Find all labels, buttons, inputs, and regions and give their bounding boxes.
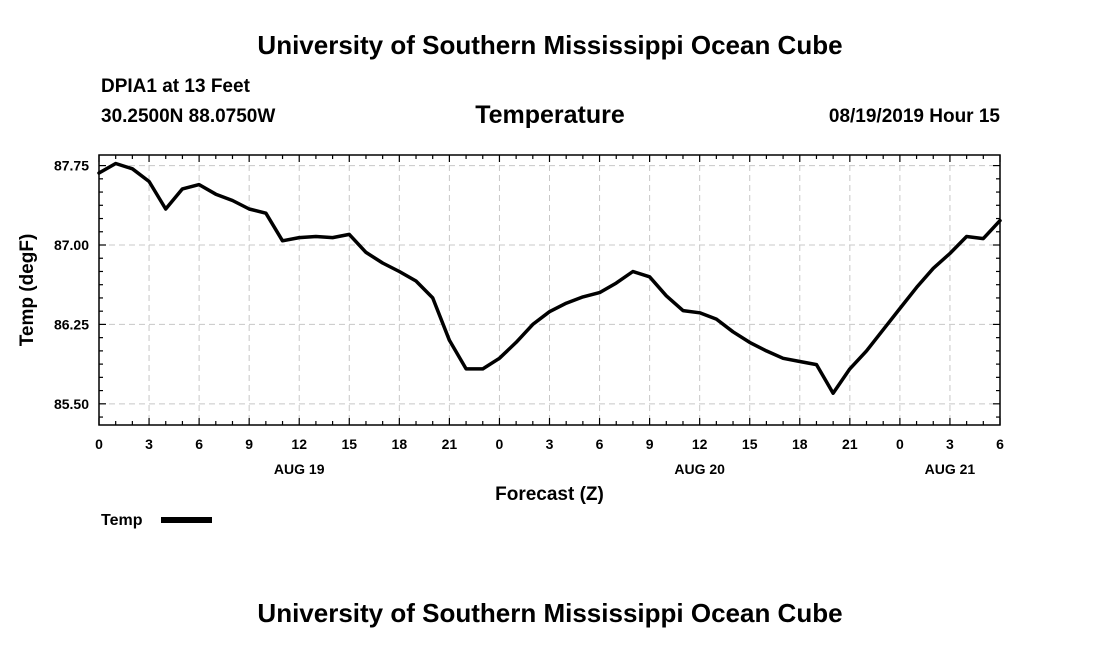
x-tick-label: 3	[546, 436, 554, 452]
x-axis-title: Forecast (Z)	[495, 484, 604, 505]
tick-labels: 0 3 6 9 12 15 18 21 0 3 6 9 12 15 18 21 0 3 6 AUG 19 AUG 20 A…	[54, 158, 1004, 477]
series-line-temp	[97, 161, 1002, 395]
grid-lines	[99, 155, 1000, 425]
legend: Temp	[101, 512, 212, 529]
x-tick-label: 6	[596, 436, 604, 452]
x-tick-label: 18	[792, 436, 808, 452]
x-tick-label: 15	[742, 436, 758, 452]
chart-title-bottom: University of Southern Mississippi Ocean…	[257, 598, 843, 628]
date-label: AUG 20	[674, 461, 725, 477]
parameter-title: Temperature	[475, 101, 625, 129]
x-tick-label: 0	[496, 436, 504, 452]
series-layer	[97, 161, 1002, 395]
x-tick-label: 0	[896, 436, 904, 452]
date-label: AUG 21	[925, 461, 976, 477]
axis-ticks	[98, 155, 1001, 425]
y-tick-label: 87.75	[54, 158, 89, 174]
x-tick-label: 12	[291, 436, 307, 452]
y-axis-title: Temp (degF)	[17, 234, 38, 347]
x-tick-label: 3	[145, 436, 153, 452]
x-tick-label: 12	[692, 436, 708, 452]
x-tick-label: 6	[195, 436, 203, 452]
station-label: DPIA1 at 13 Feet	[101, 76, 250, 97]
x-tick-label: 3	[946, 436, 954, 452]
y-tick-label: 85.50	[54, 396, 89, 412]
x-tick-label: 9	[646, 436, 654, 452]
legend-label: Temp	[101, 512, 143, 529]
x-tick-label: 6	[996, 436, 1004, 452]
x-tick-label: 9	[245, 436, 253, 452]
y-tick-label: 87.00	[54, 237, 89, 253]
chart-title-top: University of Southern Mississippi Ocean…	[257, 30, 843, 60]
x-tick-label: 0	[95, 436, 103, 452]
forecast-datetime: 08/19/2019 Hour 15	[828, 106, 1000, 127]
y-tick-label: 86.25	[54, 316, 89, 332]
x-tick-label: 21	[442, 436, 458, 452]
date-label: AUG 19	[274, 461, 325, 477]
coordinates-label: 30.2500N 88.0750W	[101, 106, 276, 127]
x-tick-label: 21	[842, 436, 858, 452]
x-tick-label: 15	[341, 436, 357, 452]
x-tick-label: 18	[392, 436, 408, 452]
